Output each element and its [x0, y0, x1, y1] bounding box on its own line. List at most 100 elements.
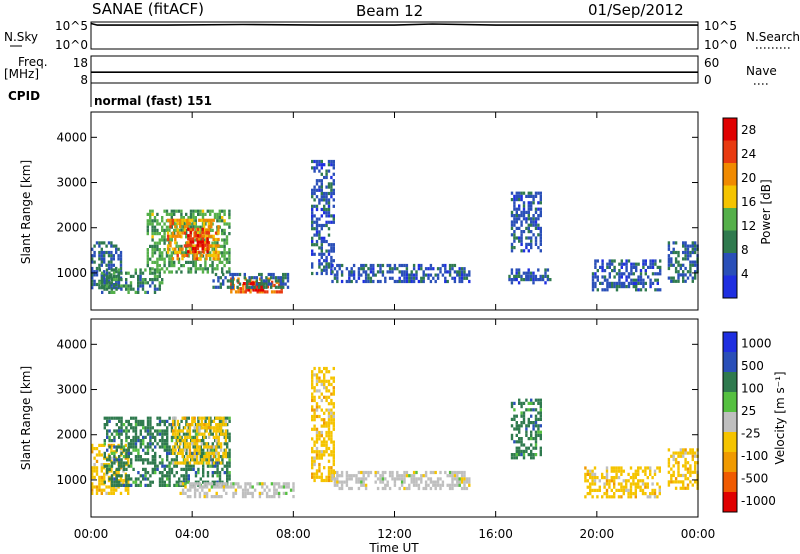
echo-cell: [667, 266, 671, 271]
echo-cell: [120, 278, 123, 282]
echo-cell: [313, 450, 316, 454]
echo-cell: [320, 163, 323, 167]
echo-cell: [325, 207, 328, 212]
echo-cell: [108, 467, 111, 471]
echo-cell: [161, 432, 164, 436]
echo-cell: [105, 278, 109, 282]
echo-cell: [282, 482, 286, 486]
echo-cell: [134, 483, 138, 487]
echo-cell: [327, 185, 331, 189]
echo-cell: [601, 288, 604, 292]
echo-cell: [98, 241, 101, 245]
echo-cell: [103, 278, 106, 282]
echo-cell: [318, 223, 321, 228]
echo-cell: [158, 480, 162, 484]
echo-cell: [525, 430, 528, 434]
echo-cell: [226, 464, 229, 468]
echo-cell: [234, 482, 238, 486]
echo-cell: [654, 288, 657, 292]
echo-cell: [279, 279, 282, 283]
echo-cell: [226, 467, 229, 471]
echo-cell: [217, 225, 220, 229]
freq-tick-top: 18: [73, 56, 88, 70]
echo-cell: [391, 477, 394, 481]
echo-cell: [142, 467, 145, 471]
echo-cell: [468, 273, 471, 277]
echo-cell: [525, 242, 528, 246]
echo-cell: [510, 198, 514, 202]
echo-cell: [198, 426, 201, 430]
echo-cell: [173, 464, 176, 468]
echo-cell: [417, 279, 421, 284]
echo-cell: [253, 276, 256, 280]
echo-cell: [115, 279, 118, 283]
echo-cell: [311, 265, 314, 269]
echo-cell: [228, 432, 231, 436]
echo-cell: [156, 429, 159, 433]
echo-cell: [100, 250, 103, 255]
echo-cell: [537, 411, 540, 415]
echo-cell: [644, 466, 647, 470]
echo-cell: [530, 207, 533, 211]
echo-cell: [151, 458, 154, 462]
echo-cell: [113, 429, 116, 433]
echo-cell: [532, 281, 535, 285]
echo-cell: [206, 442, 210, 446]
echo-cell: [672, 480, 675, 484]
echo-cell: [630, 281, 633, 285]
echo-cell: [221, 429, 224, 433]
echo-cell: [320, 188, 323, 192]
echo-cell: [429, 267, 433, 271]
echo-cell: [412, 470, 416, 475]
echo-cell: [333, 273, 337, 277]
colorbar-swatch: [723, 230, 737, 253]
echo-cell: [205, 482, 209, 486]
echo-cell: [100, 443, 103, 447]
echo-cell: [530, 239, 533, 243]
echo-cell: [453, 474, 457, 478]
echo-cell: [603, 492, 606, 496]
echo-cell: [315, 166, 319, 170]
echo-cell: [194, 270, 197, 274]
echo-cell: [330, 259, 333, 263]
echo-cell: [453, 279, 457, 284]
echo-cell: [134, 442, 138, 446]
echo-cell: [594, 259, 597, 263]
echo-cell: [417, 486, 421, 491]
echo-cell: [601, 259, 604, 263]
echo-cell: [539, 430, 542, 434]
echo-cell: [325, 271, 328, 276]
echo-cell: [527, 214, 530, 218]
echo-cell: [348, 276, 351, 280]
echo-cell: [327, 466, 331, 470]
echo-cell: [246, 279, 249, 283]
echo-cell: [219, 448, 223, 452]
echo-cell: [219, 429, 223, 433]
echo-cell: [659, 272, 662, 276]
echo-cell: [458, 279, 461, 284]
echo-cell: [656, 288, 659, 292]
echo-cell: [194, 432, 198, 436]
echo-cell: [205, 455, 208, 459]
echo-cell: [381, 480, 385, 484]
echo-cell: [313, 478, 316, 483]
echo-cell: [367, 279, 370, 284]
echo-cell: [315, 182, 319, 186]
y-tick-label: 2000: [56, 428, 87, 442]
echo-cell: [163, 474, 166, 478]
echo-cell: [125, 477, 128, 481]
echo-cell: [515, 198, 518, 202]
echo-cell: [327, 249, 331, 253]
echo-cell: [601, 265, 604, 269]
echo-cell: [672, 464, 675, 468]
echo-cell: [318, 259, 321, 263]
echo-cell: [432, 470, 435, 475]
echo-cell: [313, 185, 316, 189]
echo-cell: [463, 477, 466, 481]
echo-cell: [677, 473, 680, 478]
echo-cell: [188, 445, 192, 449]
echo-cell: [189, 216, 193, 220]
echo-cell: [105, 284, 109, 288]
echo-cell: [608, 262, 611, 266]
